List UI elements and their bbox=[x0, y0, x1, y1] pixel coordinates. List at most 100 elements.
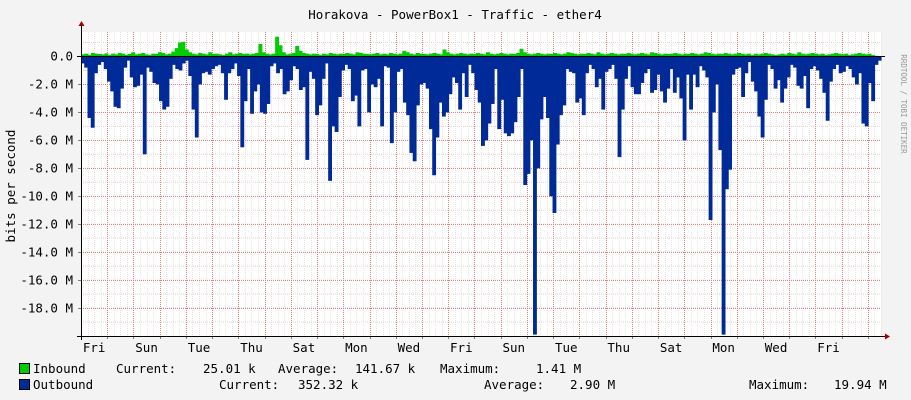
legend-outbound: Outbound Current: 352.32 k Average: 2.90… bbox=[0, 377, 911, 393]
inbound-bar bbox=[824, 55, 829, 57]
outbound-bar bbox=[507, 56, 511, 137]
outbound-bar bbox=[350, 56, 355, 102]
outbound-bar bbox=[233, 56, 238, 64]
outbound-bar bbox=[568, 56, 573, 72]
inbound-bar bbox=[305, 53, 310, 57]
outbound-bar bbox=[770, 56, 775, 70]
outbound-bar bbox=[617, 56, 622, 158]
inbound-bar bbox=[241, 53, 246, 57]
x-tick-label: Fri bbox=[817, 340, 840, 355]
outbound-bar bbox=[272, 56, 277, 64]
inbound-bar bbox=[332, 53, 336, 57]
outbound-bar bbox=[136, 56, 141, 86]
inbound-bar bbox=[422, 53, 427, 57]
outbound-bar bbox=[572, 56, 576, 74]
outbound-bar bbox=[107, 56, 111, 82]
outbound-bar bbox=[263, 56, 267, 114]
outbound-bar bbox=[243, 56, 248, 102]
y-tick-label: -4.0 M bbox=[28, 105, 73, 120]
inbound-bar bbox=[797, 52, 802, 57]
outbound-bar bbox=[311, 56, 316, 79]
outbound-bar bbox=[175, 56, 180, 70]
outbound-bar bbox=[276, 56, 280, 74]
inbound-bar bbox=[499, 52, 504, 57]
inbound-bar bbox=[114, 54, 119, 57]
outbound-bar bbox=[334, 56, 339, 132]
outbound-current-label: Current: bbox=[219, 377, 280, 392]
outbound-bar bbox=[409, 56, 414, 153]
legend-inbound: Inbound Current: 25.01 k Average: 141.67… bbox=[0, 361, 911, 377]
inbound-bar bbox=[415, 52, 420, 57]
inbound-bar bbox=[398, 53, 403, 57]
outbound-bar bbox=[393, 56, 398, 113]
inbound-bar bbox=[469, 53, 474, 57]
outbound-bar bbox=[529, 56, 534, 141]
outbound-bar bbox=[854, 56, 859, 85]
outbound-bar bbox=[559, 56, 563, 116]
outbound-bar bbox=[864, 56, 869, 127]
outbound-bar bbox=[110, 56, 115, 92]
inbound-bar bbox=[245, 53, 249, 57]
inbound-bar bbox=[345, 52, 350, 57]
outbound-bar bbox=[666, 56, 671, 89]
outbound-bar bbox=[591, 56, 596, 70]
outbound-bar bbox=[97, 56, 102, 65]
outbound-bar bbox=[744, 56, 749, 74]
outbound-bar bbox=[796, 56, 801, 86]
outbound-bar bbox=[819, 56, 824, 79]
inbound-bar bbox=[660, 54, 665, 57]
inbound-bar bbox=[536, 52, 541, 57]
outbound-bar bbox=[367, 56, 372, 113]
outbound-bar bbox=[546, 56, 550, 118]
outbound-bar bbox=[494, 56, 498, 70]
outbound-bar bbox=[289, 56, 293, 81]
inbound-bar bbox=[760, 53, 765, 57]
outbound-bar bbox=[165, 56, 170, 107]
inbound-bar bbox=[670, 53, 675, 57]
inbound-bar bbox=[432, 52, 437, 57]
inbound-bar bbox=[686, 53, 691, 57]
outbound-bar bbox=[103, 56, 108, 70]
inbound-bar bbox=[663, 53, 668, 57]
inbound-bar bbox=[817, 54, 822, 57]
outbound-bar bbox=[298, 56, 303, 90]
outbound-bar bbox=[757, 56, 762, 117]
outbound-bar bbox=[207, 56, 212, 75]
inbound-bar bbox=[519, 48, 524, 57]
outbound-bar bbox=[224, 56, 228, 100]
inbound-bar bbox=[539, 53, 544, 57]
inbound-bar bbox=[265, 53, 270, 57]
inbound-bar bbox=[208, 52, 213, 57]
outbound-bar bbox=[802, 56, 807, 77]
outbound-bar bbox=[672, 56, 677, 93]
outbound-bar bbox=[256, 56, 261, 85]
inbound-bar bbox=[706, 52, 711, 57]
outbound-bar bbox=[724, 56, 729, 190]
inbound-bar bbox=[288, 53, 293, 57]
inbound-bar bbox=[251, 53, 256, 57]
inbound-bar bbox=[733, 53, 738, 57]
inbound-bar bbox=[650, 52, 654, 57]
inbound-bar bbox=[763, 52, 768, 57]
inbound-bar bbox=[322, 53, 326, 57]
outbound-bar bbox=[789, 56, 794, 65]
inbound-bar bbox=[522, 52, 527, 57]
outbound-bar bbox=[861, 56, 866, 124]
y-axis-label: bits per second bbox=[3, 130, 18, 243]
inbound-bar bbox=[566, 52, 571, 57]
outbound-bar bbox=[324, 56, 329, 64]
inbound-bar bbox=[486, 52, 490, 57]
inbound-bar bbox=[388, 52, 393, 57]
outbound-bar bbox=[721, 56, 726, 335]
inbound-bar bbox=[121, 53, 126, 57]
x-tick-label: Mon bbox=[345, 340, 368, 355]
outbound-bar bbox=[637, 56, 641, 95]
inbound-name: Inbound bbox=[33, 361, 86, 376]
x-tick-label: Fri bbox=[450, 340, 473, 355]
outbound-bar bbox=[754, 56, 759, 92]
outbound-bar bbox=[360, 56, 365, 71]
outbound-bar bbox=[516, 56, 521, 97]
outbound-bar bbox=[611, 56, 615, 65]
inbound-bar bbox=[559, 54, 564, 57]
inbound-bar bbox=[690, 52, 695, 57]
